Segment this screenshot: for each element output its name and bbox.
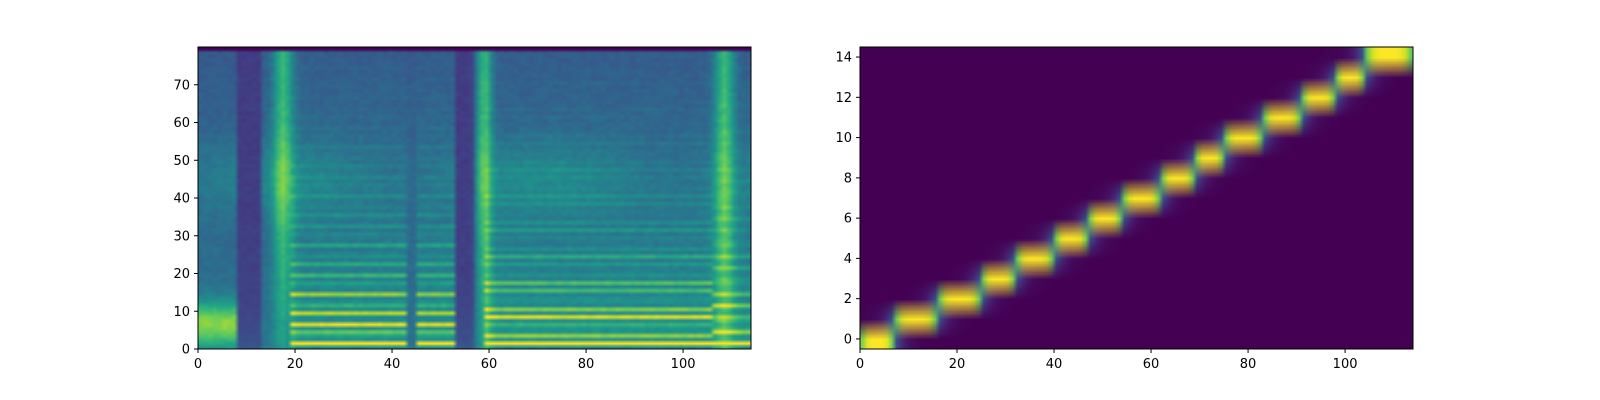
spectrogram-heatmap [198, 47, 751, 349]
alignment-axes-frame [859, 46, 1414, 350]
spectrogram-x-ticks: 0 20 40 60 80 100 [194, 349, 696, 372]
spectrogram-image-frame [198, 47, 751, 349]
x-tick-label: 40 [384, 357, 401, 372]
y-tick-label: 0 [182, 343, 190, 358]
y-tick-label: 0 [844, 332, 852, 347]
spectrogram-y-ticks: 0 10 20 30 40 50 60 70 [173, 78, 198, 358]
y-tick-label: 70 [173, 78, 190, 93]
x-tick-label: 100 [1333, 357, 1358, 372]
x-tick-label: 40 [1046, 357, 1063, 372]
y-tick-label: 2 [844, 292, 852, 307]
y-tick-label: 14 [835, 51, 852, 66]
alignment-y-ticks: 0 2 4 6 8 10 12 14 [835, 51, 860, 347]
x-tick-label: 60 [481, 357, 498, 372]
x-tick-label: 0 [194, 357, 202, 372]
alignment-axes: 0 20 40 60 80 100 0 2 4 6 8 10 12 14 [835, 46, 1414, 372]
x-tick-label: 80 [1240, 357, 1257, 372]
y-tick-label: 20 [173, 267, 190, 282]
x-tick-label: 20 [949, 357, 966, 372]
alignment-image-frame [860, 47, 1413, 349]
y-tick-label: 12 [835, 91, 852, 106]
y-tick-label: 8 [844, 171, 852, 186]
x-tick-label: 80 [578, 357, 595, 372]
y-tick-label: 30 [173, 229, 190, 244]
y-tick-label: 50 [173, 154, 190, 169]
y-tick-label: 60 [173, 116, 190, 131]
x-tick-label: 20 [287, 357, 304, 372]
spectrogram-axes: 0 20 40 60 80 100 0 10 20 30 40 50 60 70 [173, 46, 752, 372]
y-tick-label: 10 [835, 131, 852, 146]
y-tick-label: 4 [844, 252, 852, 267]
x-tick-label: 0 [856, 357, 864, 372]
x-tick-label: 100 [671, 357, 696, 372]
y-tick-label: 40 [173, 192, 190, 207]
alignment-x-ticks: 0 20 40 60 80 100 [856, 349, 1358, 372]
y-tick-label: 6 [844, 212, 852, 227]
spectrogram-axes-frame [197, 46, 752, 350]
y-tick-label: 10 [173, 305, 190, 320]
x-tick-label: 60 [1143, 357, 1160, 372]
alignment-heatmap [860, 47, 1413, 349]
